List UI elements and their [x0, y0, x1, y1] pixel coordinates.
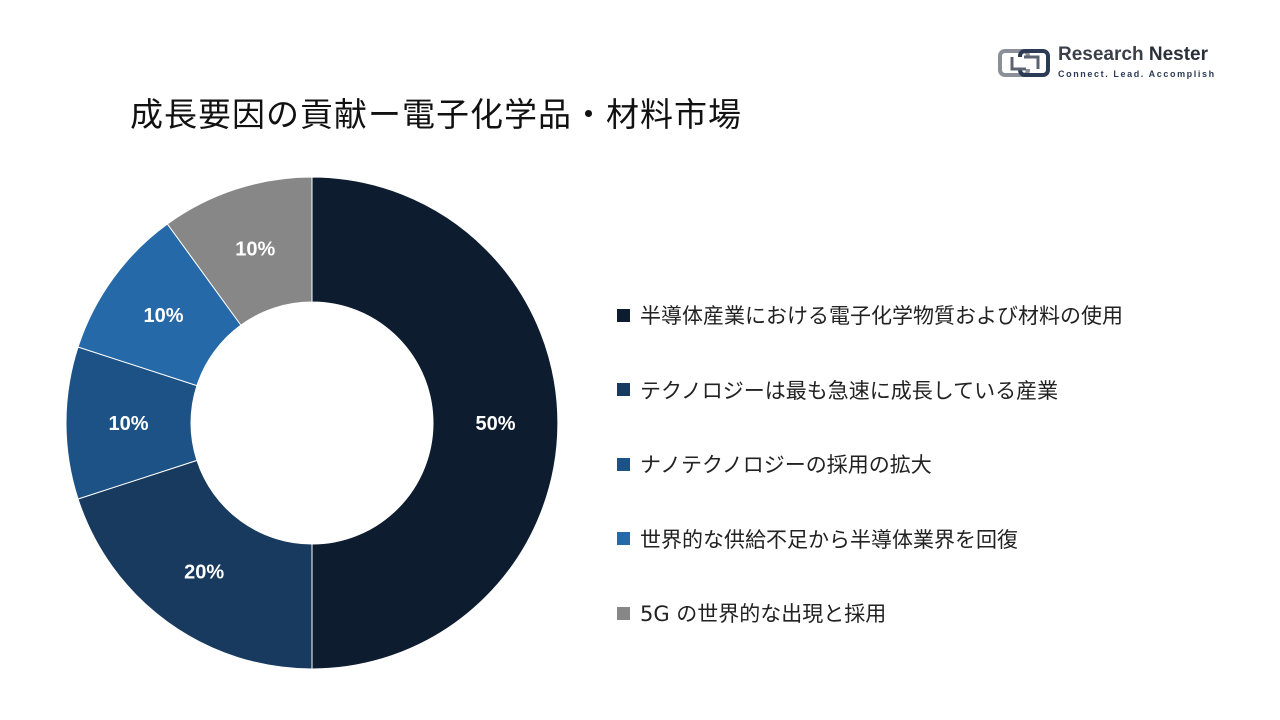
legend-item-3: ナノテクノロジーの採用の拡大: [617, 449, 1257, 479]
legend-label: 半導体産業における電子化学物質および材料の使用: [640, 304, 1123, 328]
chart-legend: 半導体産業における電子化学物質および材料の使用 テクノロジーは最も急速に成長してい…: [617, 300, 1257, 673]
logo-brand: Research Nester: [1058, 44, 1208, 66]
logo-brand-research: Research: [1058, 44, 1144, 65]
legend-item-4: 世界的な供給不足から半導体業界を回復: [617, 524, 1257, 554]
legend-swatch: [617, 457, 630, 471]
legend-item-5: 5G の世界的な出現と採用: [617, 598, 1257, 628]
donut-slice-2: [77, 459, 313, 670]
chart-title: 成長要因の貢献ー電子化学品・材料市場: [130, 95, 742, 134]
slice-label-3: 10%: [108, 413, 148, 435]
legend-swatch: [617, 606, 630, 620]
legend-label: 5G の世界的な出現と採用: [640, 602, 887, 626]
research-nester-logo: Research Nester Connect. Lead. Accomplis…: [998, 44, 1228, 84]
legend-swatch: [617, 383, 630, 396]
slice-label-4: 10%: [144, 305, 184, 327]
slice-label-1: 50%: [475, 413, 515, 435]
logo-tagline: Connect. Lead. Accomplish: [1058, 69, 1216, 79]
legend-label: ナノテクノロジーの採用の拡大: [640, 453, 932, 477]
donut-chart: 50% 20% 10% 10% 10%: [65, 176, 559, 670]
legend-item-2: テクノロジーは最も急速に成長している産業: [617, 375, 1257, 405]
legend-swatch: [617, 308, 630, 322]
donut-slice-5: [166, 176, 313, 326]
slice-label-2: 20%: [184, 561, 224, 583]
legend-swatch: [617, 532, 630, 545]
slice-label-5: 10%: [235, 238, 275, 260]
legend-label: テクノロジーは最も急速に成長している産業: [640, 378, 1059, 403]
logo-mark-icon: [998, 49, 1050, 77]
donut-slice-1: [311, 176, 559, 670]
legend-label: 世界的な供給不足から半導体業界を回復: [640, 527, 1018, 552]
logo-brand-nester: Nester: [1148, 44, 1208, 65]
legend-item-1: 半導体産業における電子化学物質および材料の使用: [617, 300, 1257, 330]
